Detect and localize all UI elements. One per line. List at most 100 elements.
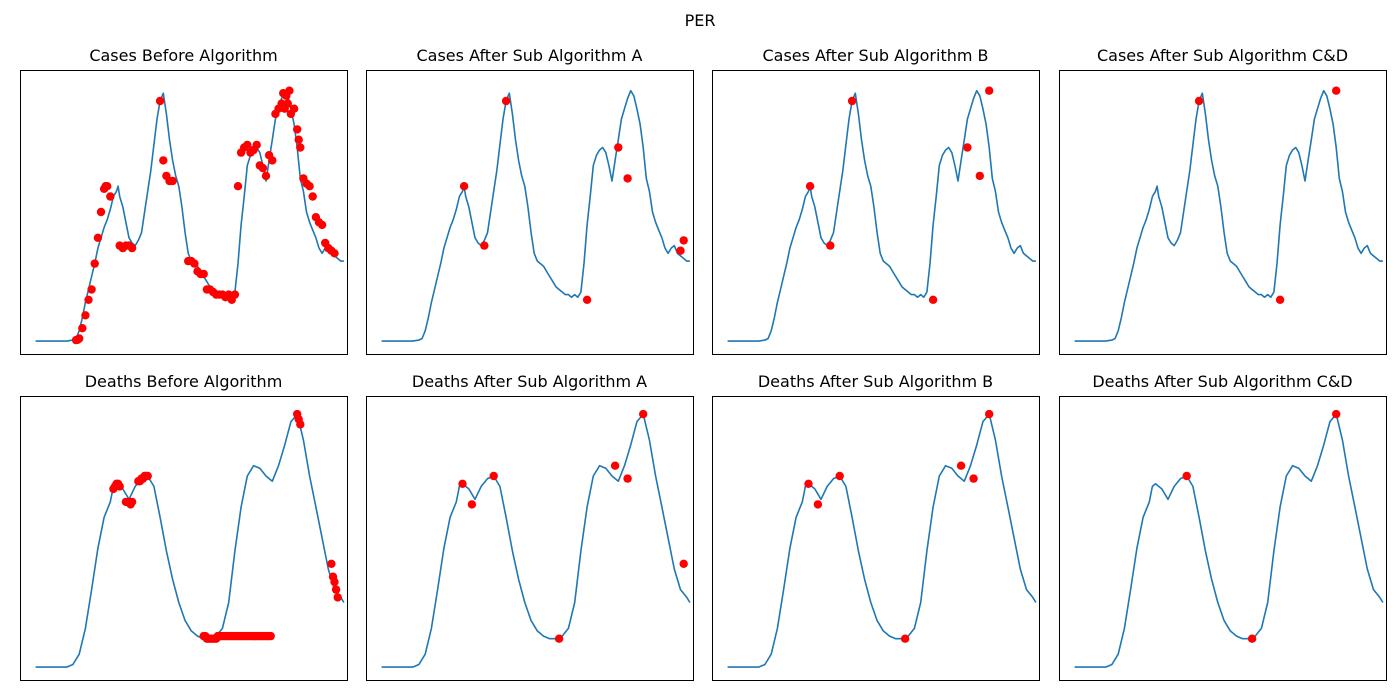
- peak-marker: [330, 577, 339, 587]
- peak-marker: [963, 143, 972, 152]
- peak-marker: [115, 482, 124, 491]
- chart-panel-4: [1059, 70, 1387, 355]
- peak-marker: [1275, 295, 1285, 304]
- peak-marker: [285, 86, 294, 95]
- chart-panel-3: [712, 70, 1040, 355]
- peak-marker: [614, 143, 623, 152]
- peak-marker: [679, 236, 688, 245]
- peak-marker: [294, 135, 303, 144]
- peak-marker: [676, 246, 685, 255]
- peak-marker: [296, 143, 305, 152]
- peak-marker: [610, 461, 620, 470]
- panel-title: Deaths After Sub Algorithm B: [757, 372, 994, 391]
- peak-marker: [230, 290, 240, 299]
- peak-marker: [826, 241, 835, 250]
- peak-marker: [900, 634, 910, 643]
- peak-marker: [87, 285, 96, 294]
- peak-marker: [289, 104, 299, 113]
- peak-marker: [168, 176, 177, 186]
- peak-marker: [305, 182, 314, 191]
- peak-marker: [93, 233, 103, 242]
- peak-marker: [458, 479, 467, 488]
- peak-marker: [327, 559, 336, 568]
- peak-marker: [252, 140, 261, 150]
- figure-title: PER: [684, 11, 716, 30]
- peak-marker: [331, 585, 341, 594]
- peak-marker: [127, 497, 137, 507]
- peak-marker: [159, 156, 168, 165]
- peak-marker: [985, 86, 994, 95]
- peak-marker: [243, 140, 252, 150]
- peak-marker: [84, 295, 93, 304]
- peak-marker: [582, 295, 592, 304]
- chart-panel-2: [366, 70, 694, 355]
- series-line: [727, 89, 1036, 342]
- axes-frame: [366, 70, 694, 355]
- peak-marker: [1182, 471, 1191, 481]
- peak-marker: [835, 471, 844, 481]
- peak-marker: [96, 207, 106, 217]
- axes-frame: [1059, 70, 1387, 355]
- chart-panel-5: [20, 396, 348, 681]
- panel-title: Cases After Sub Algorithm B: [762, 46, 989, 65]
- chart-panel-7: [712, 396, 1040, 681]
- peak-marker: [106, 192, 115, 201]
- peak-marker: [623, 474, 632, 483]
- peak-marker: [1194, 96, 1204, 106]
- peak-marker: [554, 634, 564, 643]
- panel-title: Deaths After Sub Algorithm C&D: [1092, 372, 1353, 391]
- panel-title: Deaths After Sub Algorithm A: [411, 372, 648, 391]
- peak-marker: [489, 471, 498, 481]
- peak-marker: [103, 182, 112, 191]
- peak-marker: [199, 269, 208, 279]
- peak-marker: [317, 220, 327, 230]
- peak-marker: [81, 311, 90, 320]
- peak-marker: [985, 409, 994, 419]
- axes-frame: [20, 396, 348, 681]
- peak-marker: [296, 420, 305, 429]
- peak-marker: [143, 471, 152, 481]
- series-line: [381, 89, 690, 342]
- peak-marker: [266, 631, 275, 641]
- peak-marker: [975, 171, 984, 181]
- peak-marker: [283, 99, 292, 108]
- peak-marker: [467, 500, 477, 509]
- peak-marker: [78, 324, 87, 333]
- peak-marker: [190, 259, 199, 268]
- peak-marker: [90, 259, 99, 268]
- peak-marker: [258, 163, 268, 173]
- peak-marker: [679, 559, 688, 568]
- peak-marker: [127, 243, 137, 253]
- chart-panel-6: [366, 396, 694, 681]
- axes-frame: [712, 396, 1040, 681]
- panel-title: Cases After Sub Algorithm C&D: [1096, 46, 1349, 65]
- peak-marker: [956, 461, 966, 470]
- peak-marker: [969, 474, 978, 483]
- peak-marker: [75, 334, 84, 343]
- chart-panel-8: [1059, 396, 1387, 681]
- axes-frame: [20, 70, 348, 355]
- series-line: [1074, 89, 1383, 342]
- axes-frame: [366, 396, 694, 681]
- peak-marker: [268, 156, 277, 165]
- peak-marker: [928, 295, 938, 304]
- peak-marker: [308, 192, 317, 201]
- panel-title: Cases After Sub Algorithm A: [416, 46, 643, 65]
- peak-marker: [330, 249, 339, 258]
- peak-marker: [155, 96, 165, 106]
- peak-marker: [847, 96, 857, 106]
- panel-title: Cases Before Algorithm: [89, 46, 278, 65]
- chart-panel-1: [20, 70, 348, 355]
- peak-marker: [480, 241, 489, 250]
- peak-marker: [639, 409, 648, 419]
- peak-marker: [623, 174, 632, 183]
- peak-marker: [333, 593, 342, 602]
- peak-marker: [1247, 634, 1257, 643]
- peak-marker: [293, 125, 302, 134]
- peak-marker: [261, 171, 271, 181]
- peak-marker: [813, 500, 823, 509]
- panel-title: Deaths Before Algorithm: [84, 372, 283, 391]
- peak-marker: [459, 182, 469, 191]
